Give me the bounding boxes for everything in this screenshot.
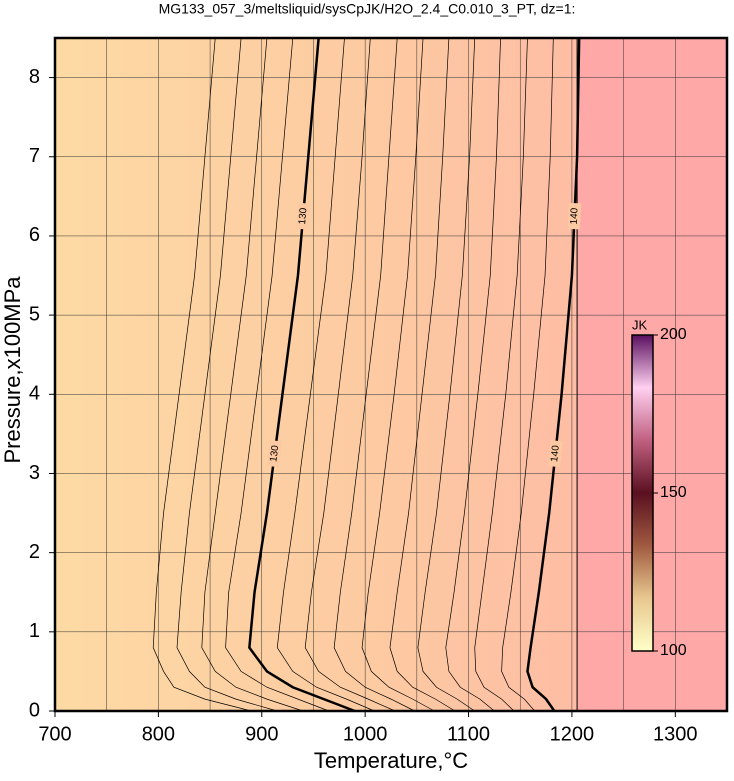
- contour-line: [225, 37, 330, 712]
- x-tick-label: 1000: [343, 723, 388, 745]
- contour-label-bg: [267, 440, 283, 468]
- colorbar-tick-label: 150: [660, 484, 687, 501]
- x-axis-label: Temperature,°C: [314, 748, 468, 773]
- contour-line: [176, 37, 278, 712]
- colorbar-tick-label: 100: [660, 642, 687, 659]
- x-tick-label: 1300: [653, 723, 698, 745]
- contour-line: [152, 37, 252, 712]
- plot-frame: [53, 36, 729, 713]
- y-tick-label: 7: [29, 145, 40, 167]
- contour-line: [389, 37, 456, 712]
- contour-line: [417, 37, 476, 712]
- x-tick-label: 800: [142, 723, 175, 745]
- y-tick-label: 5: [29, 303, 40, 325]
- y-tick-label: 3: [29, 462, 40, 484]
- contour-label-group: 130: [267, 440, 283, 468]
- colorbar-label: JK: [632, 317, 648, 332]
- x-tick-label: 700: [38, 723, 71, 745]
- contour-line: [333, 37, 415, 712]
- contour-label: 140: [569, 207, 581, 225]
- y-tick-label: 2: [29, 541, 40, 563]
- contour-label-bg: [567, 202, 582, 230]
- contour-label-group: 140: [548, 440, 563, 468]
- contour-line: [474, 37, 528, 712]
- contour-label-group: 140: [567, 202, 582, 230]
- chart-title: MG133_057_3/meltsliquid/sysCpJK/H2O_2.4_…: [159, 1, 576, 17]
- y-tick-label: 8: [29, 66, 40, 88]
- colorbar-tick-label: 200: [660, 326, 687, 343]
- contour-label-bg: [548, 440, 563, 468]
- y-tick-label: 0: [29, 699, 40, 721]
- contour-line: [445, 37, 501, 712]
- contour-line: [201, 37, 304, 712]
- contour-line: [501, 37, 554, 712]
- contour-line: [276, 37, 375, 712]
- contour-line: [361, 37, 435, 712]
- x-tick-label: 900: [245, 723, 278, 745]
- contour-label-bg: [296, 202, 311, 230]
- y-axis-label: Pressure,x100MPa: [0, 276, 25, 464]
- contour-line: [526, 37, 581, 712]
- x-tick-label: 1200: [550, 723, 595, 745]
- x-tick-label: 1100: [447, 723, 490, 745]
- colorbar: [631, 334, 654, 652]
- contour-label-group: 130: [296, 202, 311, 230]
- y-tick-label: 4: [29, 383, 40, 405]
- y-tick-label: 1: [29, 620, 40, 642]
- plot-area: 130 130 140 140: [54, 37, 727, 713]
- contour-line: [248, 37, 356, 713]
- contour-label: 130: [297, 207, 309, 225]
- contour-label: 140: [549, 444, 562, 462]
- y-tick-label: 6: [29, 224, 40, 246]
- contour-label: 130: [268, 444, 281, 462]
- contour-line: [304, 37, 396, 712]
